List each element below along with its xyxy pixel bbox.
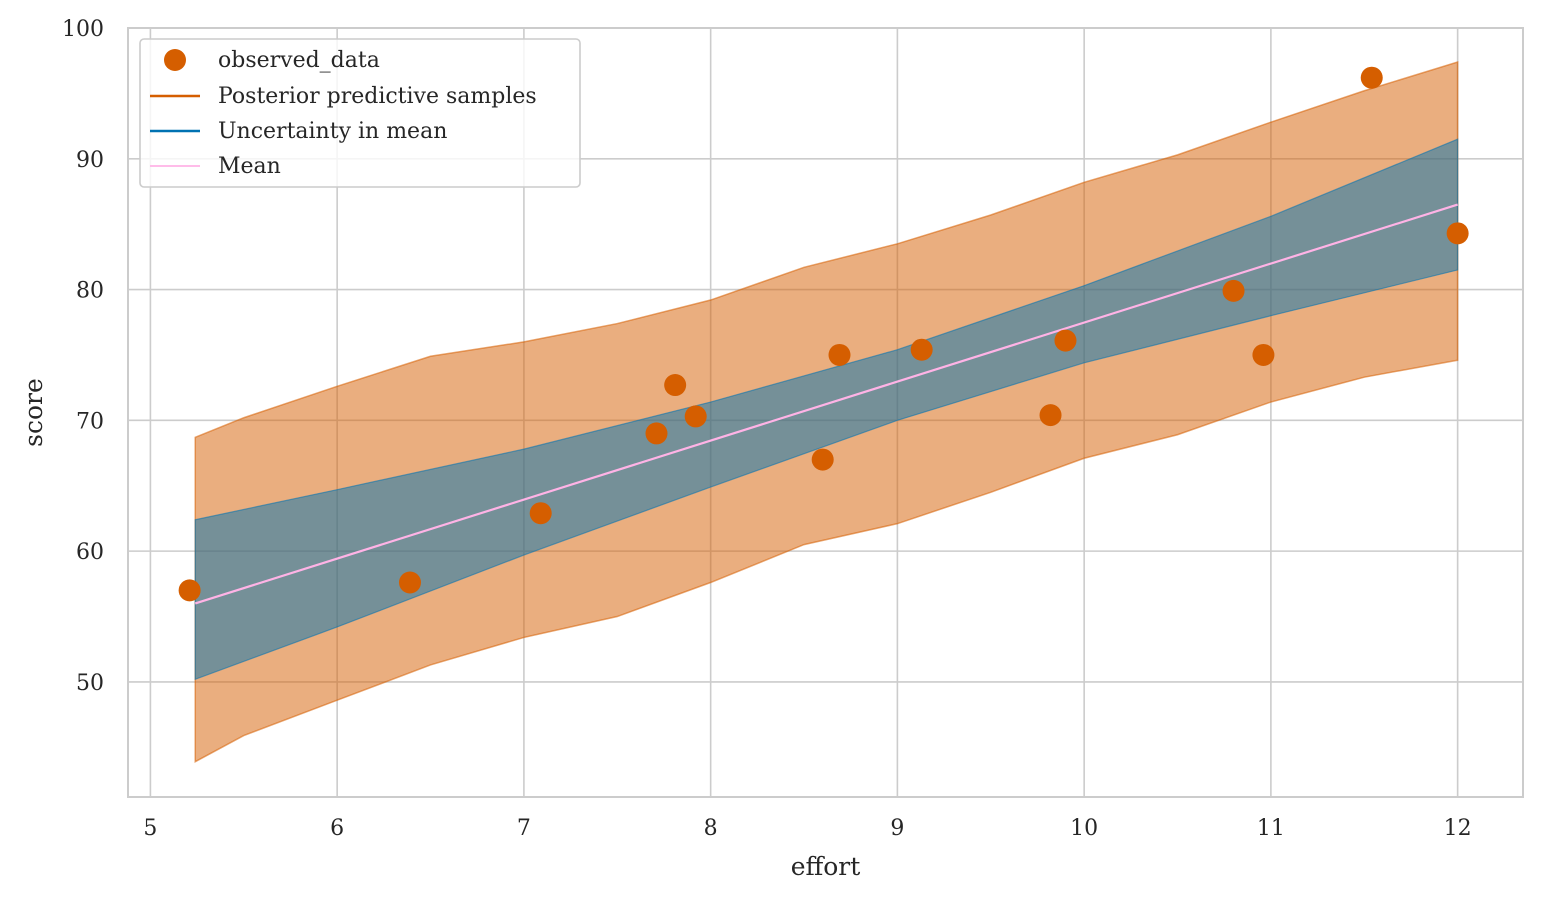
data-point	[684, 405, 707, 428]
data-point	[1446, 222, 1469, 245]
x-tick-label: 12	[1444, 816, 1472, 841]
data-point	[178, 579, 201, 602]
x-tick-label: 10	[1070, 816, 1098, 841]
data-point	[828, 343, 851, 366]
bands	[194, 60, 1459, 763]
data-point	[645, 422, 668, 445]
y-tick-labels: 50 60 70 80 90 100	[62, 17, 104, 696]
x-tick-label: 11	[1257, 816, 1285, 841]
legend-label: Uncertainty in mean	[218, 119, 447, 144]
data-point	[1252, 343, 1275, 366]
x-tick-labels: 5 6 7 8 9 10 11 12	[143, 816, 1471, 841]
legend-label: Posterior predictive samples	[218, 84, 537, 109]
mean-line-layer	[194, 203, 1458, 605]
plot-frame	[127, 27, 1524, 798]
y-tick-label: 90	[76, 148, 104, 173]
legend-frame	[139, 38, 581, 188]
data-point	[1054, 329, 1077, 352]
y-tick-label: 100	[62, 17, 104, 42]
legend: observed_data Posterior predictive sample…	[139, 38, 581, 188]
legend-marker-observed	[164, 49, 186, 71]
x-tick-label: 8	[704, 816, 718, 841]
data-point	[664, 374, 687, 397]
observed-points	[178, 66, 1469, 602]
y-tick-label: 50	[76, 671, 104, 696]
legend-label: observed_data	[218, 48, 380, 73]
data-point	[1039, 404, 1062, 427]
data-point	[1360, 66, 1383, 89]
x-tick-label: 7	[517, 816, 531, 841]
x-tick-label: 6	[330, 816, 344, 841]
data-point	[529, 502, 552, 525]
x-axis-label: effort	[791, 852, 861, 881]
data-point	[910, 338, 933, 361]
y-tick-label: 60	[76, 540, 104, 565]
mean-uncertainty-band	[194, 138, 1459, 681]
x-tick-label: 5	[143, 816, 157, 841]
x-tick-label: 9	[890, 816, 904, 841]
y-tick-label: 80	[76, 279, 104, 304]
mean-line	[194, 203, 1458, 605]
data-point	[811, 448, 834, 471]
data-point	[1222, 279, 1245, 302]
legend-label: Mean	[218, 154, 281, 179]
y-tick-label: 70	[76, 409, 104, 434]
data-point	[398, 571, 421, 594]
y-axis-label: score	[19, 378, 48, 447]
